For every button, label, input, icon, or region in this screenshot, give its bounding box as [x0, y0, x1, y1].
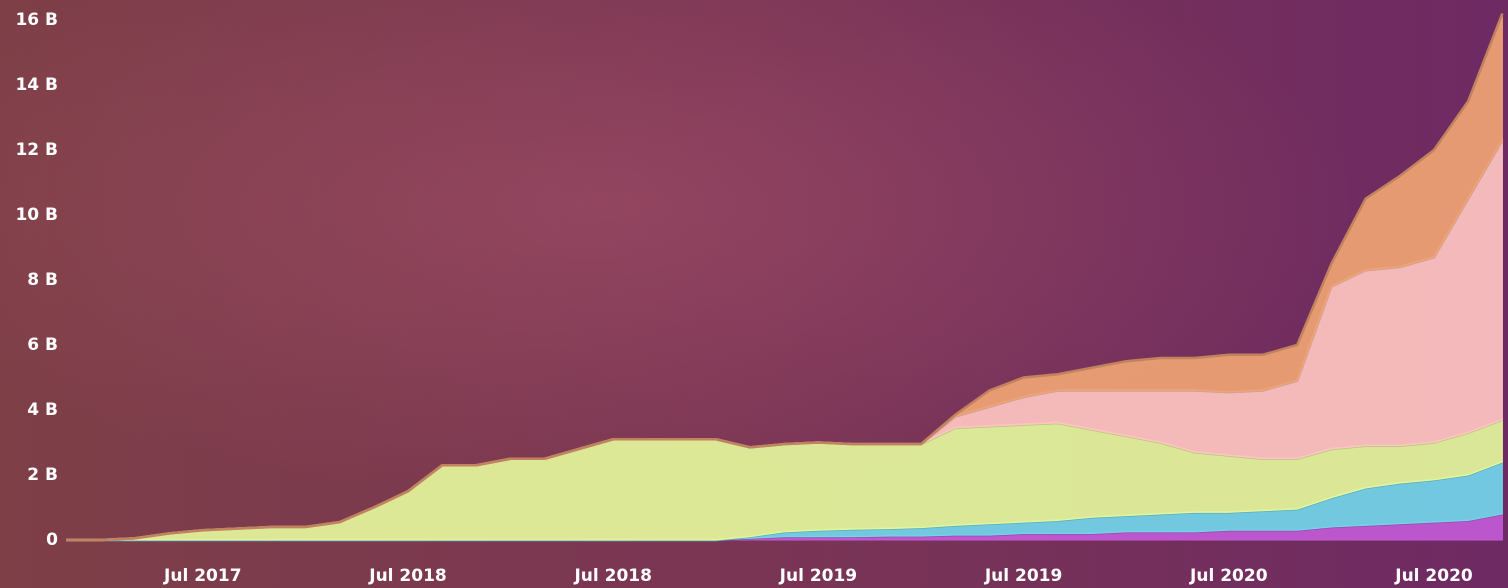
y-tick-label: 2 B — [27, 465, 58, 485]
x-tick-label: Jul 2019 — [984, 566, 1063, 586]
x-tick-label: Jul 2018 — [368, 566, 447, 586]
x-tick-label: Jul 2017 — [163, 566, 242, 586]
x-tick-label: Jul 2020 — [1189, 566, 1268, 586]
x-tick-label: Jul 2019 — [779, 566, 858, 586]
x-tick-label: Jul 2020 — [1394, 566, 1473, 586]
plot — [66, 13, 1504, 542]
x-tick-label: Jul 2018 — [573, 566, 652, 586]
y-tick-label: 12 B — [15, 140, 58, 160]
y-tick-label: 6 B — [27, 335, 58, 355]
y-tick-label: 0 — [46, 530, 58, 550]
y-tick-label: 4 B — [27, 400, 58, 420]
area-edge — [66, 13, 1504, 542]
y-tick-label: 16 B — [15, 10, 58, 30]
y-tick-label: 10 B — [15, 205, 58, 225]
y-tick-label: 8 B — [27, 270, 58, 290]
y-tick-label: 14 B — [15, 75, 58, 95]
